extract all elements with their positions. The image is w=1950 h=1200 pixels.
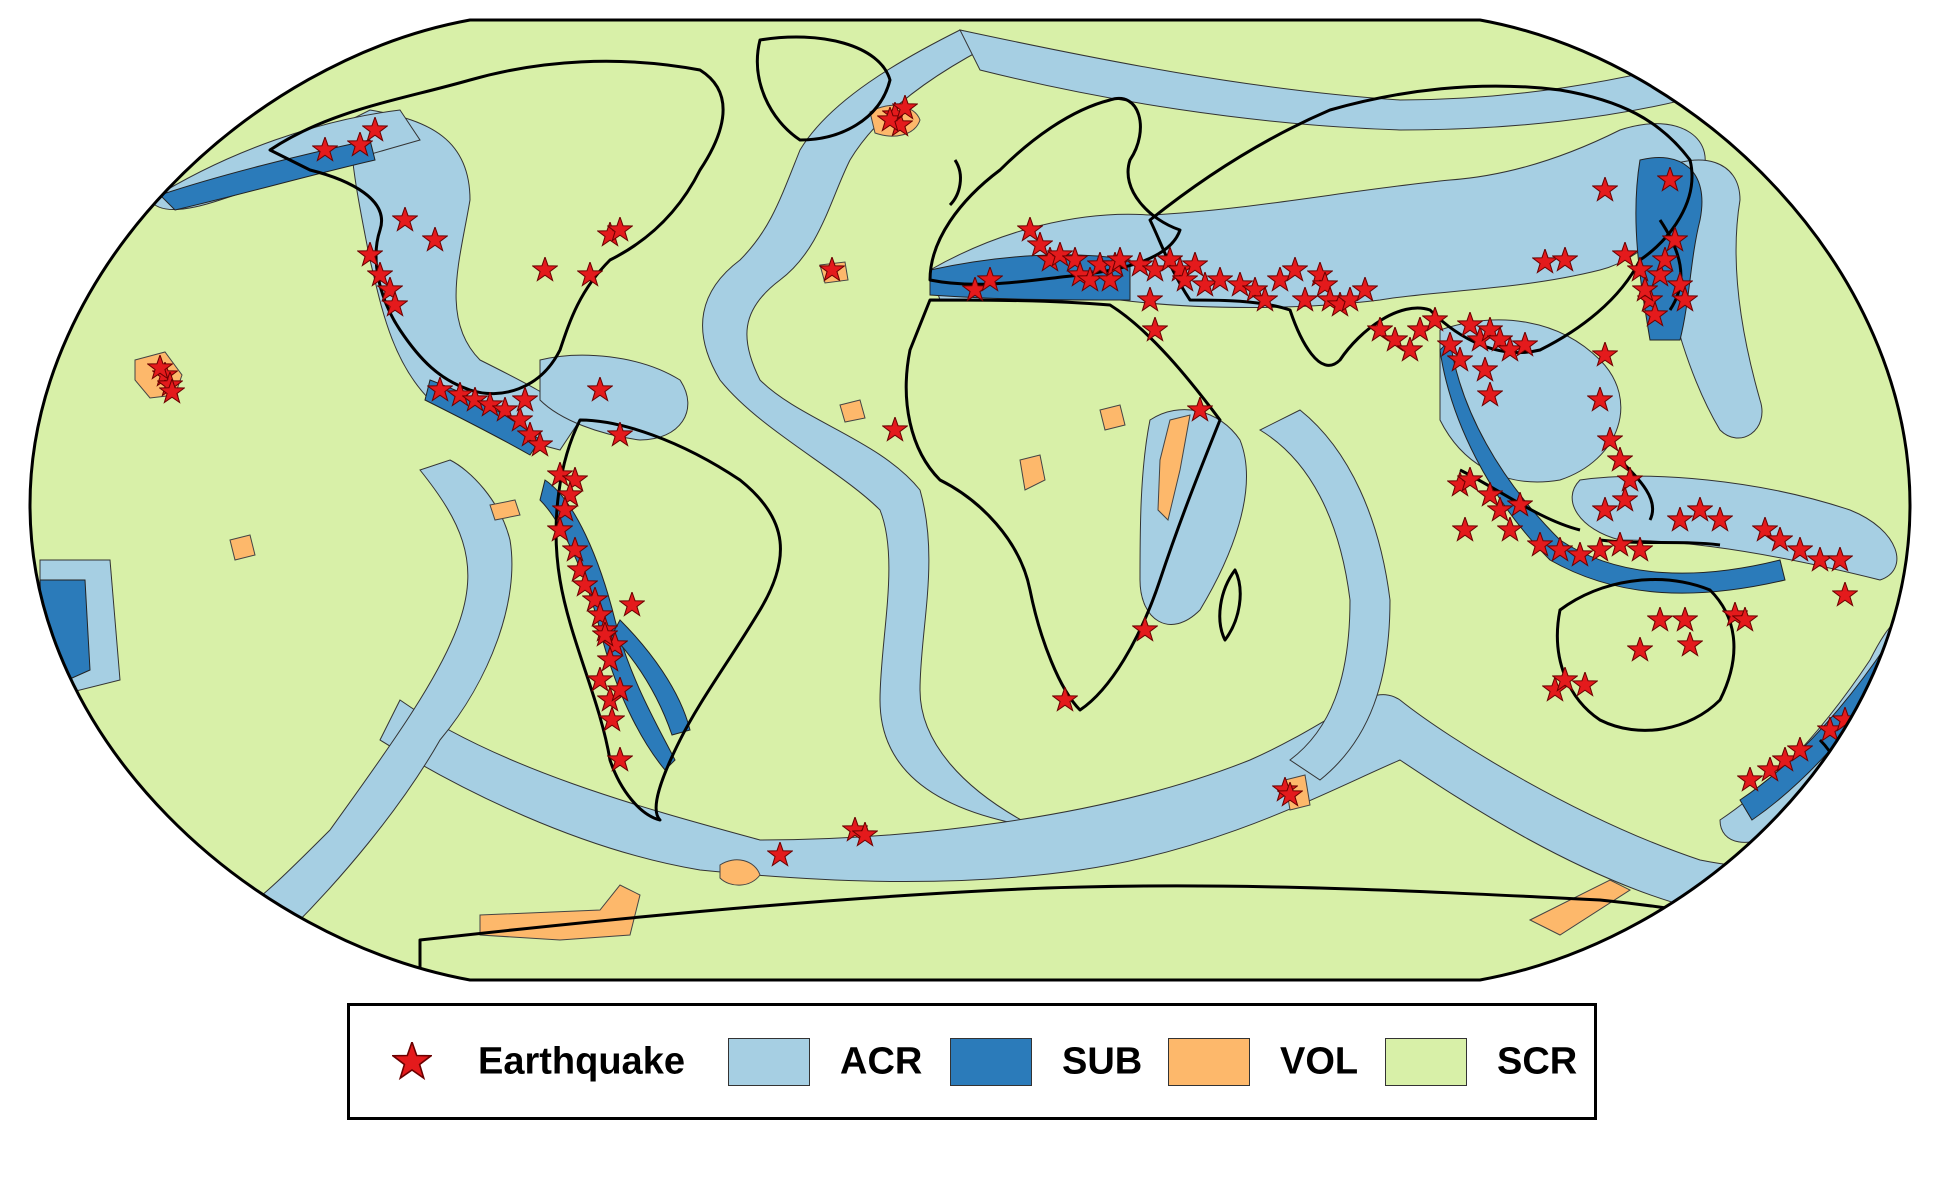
coast-africa xyxy=(904,298,1222,712)
legend-swatch-sub xyxy=(950,1038,1032,1086)
legend-earthquake-label: Earthquake xyxy=(478,1040,685,1082)
sub-pacific-edge xyxy=(39,579,91,691)
legend-swatch-acr xyxy=(728,1038,810,1086)
vol-south-sandwich xyxy=(719,859,761,886)
legend-swatch-vol xyxy=(1168,1038,1250,1086)
acr-indian-ocean-ridge xyxy=(1258,409,1391,781)
earthquake-star-icon xyxy=(392,1042,432,1081)
legend-label-scr: SCR xyxy=(1497,1040,1578,1082)
vol-galapagos xyxy=(489,499,521,521)
coast-australia xyxy=(1555,578,1736,732)
vol-ross-sea xyxy=(1528,879,1632,936)
coast-madagascar xyxy=(1218,568,1242,642)
vol-marquesas xyxy=(229,534,256,561)
vol-canary xyxy=(839,399,866,423)
coast-greenland xyxy=(755,35,892,142)
coastlines xyxy=(268,35,1872,980)
vol-central-africa xyxy=(1099,404,1126,431)
world-map xyxy=(28,18,1912,982)
legend-swatch-scr xyxy=(1385,1038,1467,1086)
vol-ethiopia xyxy=(1157,414,1191,521)
coast-asia xyxy=(1148,84,1694,367)
map-frame xyxy=(28,18,1912,982)
acr-southern-ocean-ridge xyxy=(379,694,1910,922)
sub-south-america-cone xyxy=(611,619,691,736)
legend: Earthquake ACR SUB VOL SCR xyxy=(347,1003,1597,1120)
vol-cameroon xyxy=(1019,454,1046,491)
legend-label-vol: VOL xyxy=(1280,1040,1359,1082)
acr-indonesia-png xyxy=(1571,475,1898,581)
coast-south-america xyxy=(554,418,782,822)
coast-japan xyxy=(1658,219,1683,311)
vol-antarctic-peninsula xyxy=(479,884,641,941)
legend-label-acr: ACR xyxy=(840,1040,923,1082)
legend-label-sub: SUB xyxy=(1062,1040,1143,1082)
coast-uk xyxy=(948,159,962,207)
map-region-layer xyxy=(30,20,1910,980)
